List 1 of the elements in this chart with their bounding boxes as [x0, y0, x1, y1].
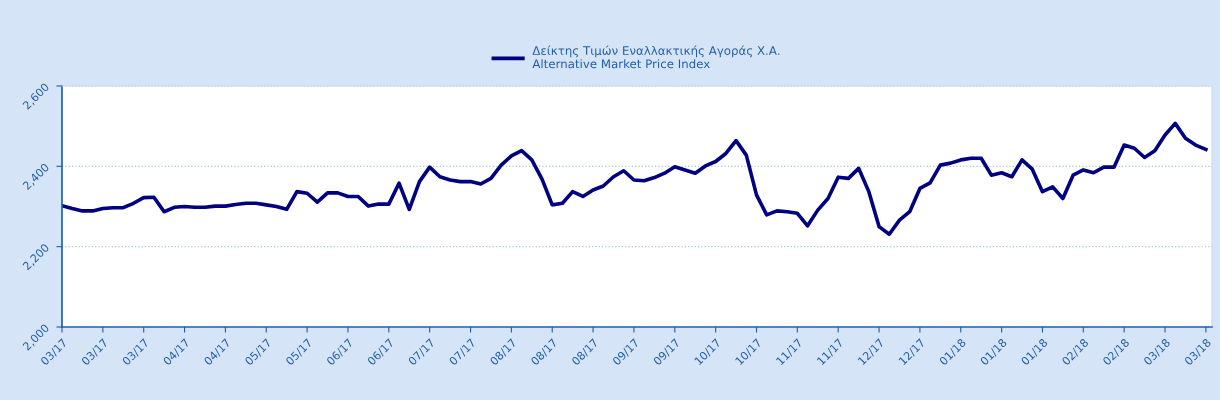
legend-label: Δείκτης Τιμών Εναλλακτικής Αγοράς Χ.Α. Alternative Market Price Index [532, 45, 780, 69]
